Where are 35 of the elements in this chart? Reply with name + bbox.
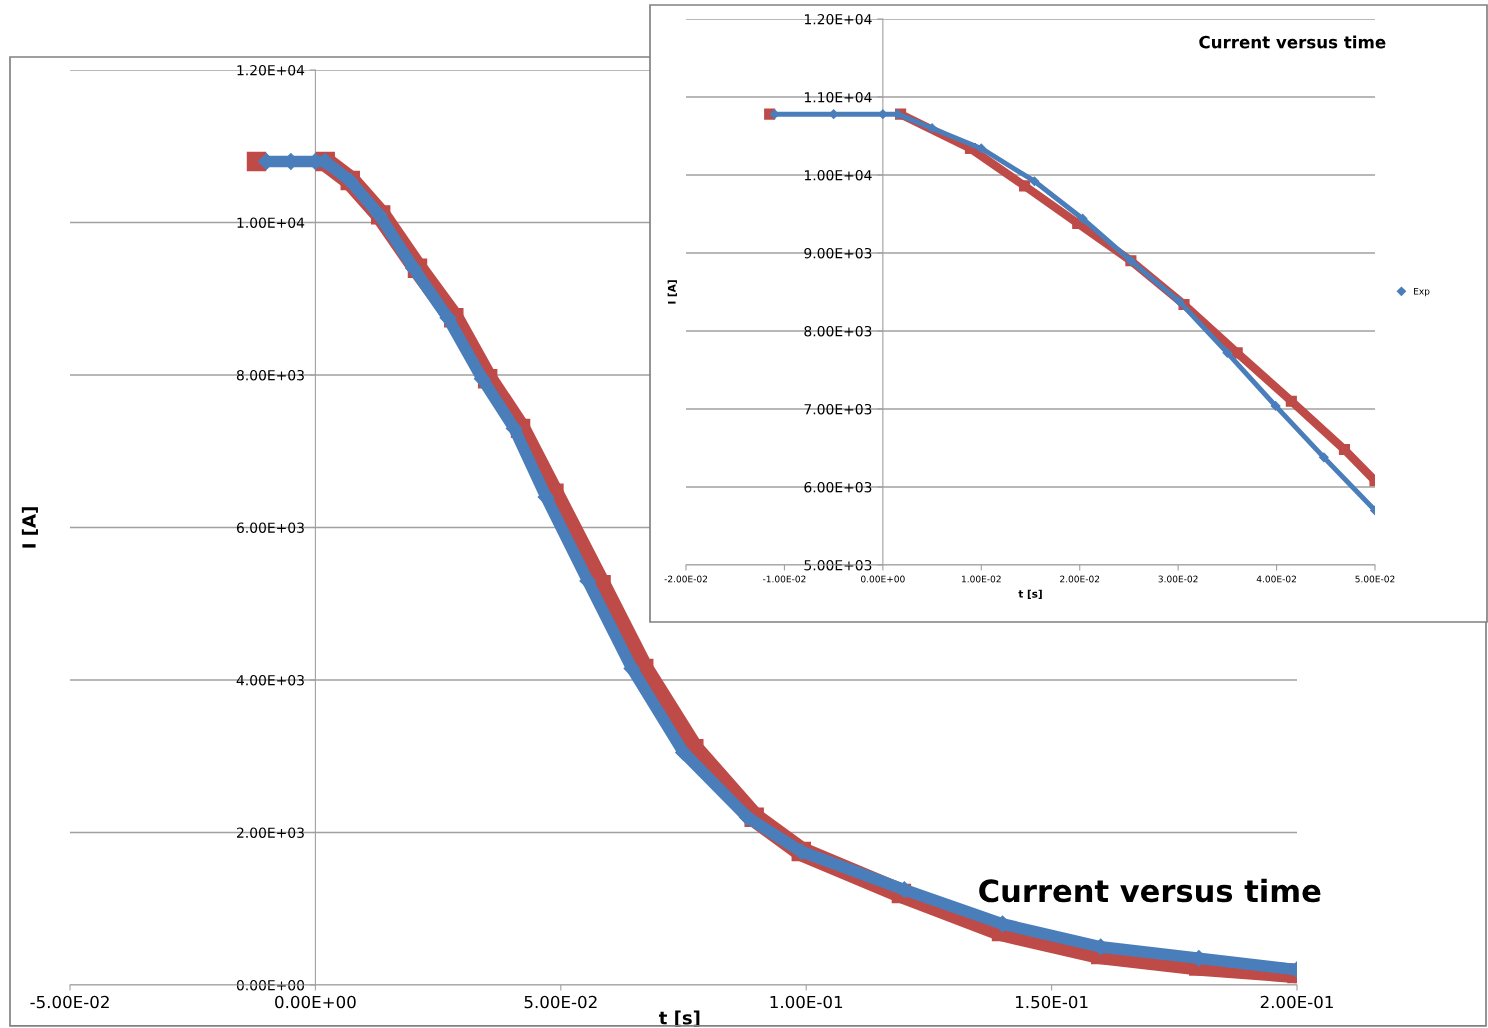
y-tick-label: 5.00E+03: [804, 559, 872, 571]
x-tick-label: 2.00E-02: [1060, 575, 1100, 583]
x-tick-label: -2.00E-02: [664, 575, 707, 583]
y-axis-title: I [A]: [21, 507, 38, 548]
y-tick-label: 9.00E+03: [804, 247, 872, 259]
x-tick-label: 5.00E-02: [524, 995, 597, 1009]
y-tick-label: 1.00E+04: [237, 217, 305, 228]
y-tick-label: 8.00E+03: [236, 369, 304, 381]
x-tick-label: 5.00E-02: [1355, 575, 1395, 583]
y-tick-label: 1.20E+04: [804, 13, 872, 25]
x-tick-label: 2.00E-01: [1260, 995, 1333, 1009]
y-tick-label: 8.00E+03: [804, 325, 872, 337]
x-tick-label: 0.00E+00: [861, 575, 905, 583]
legend-label: Exp: [1414, 287, 1430, 297]
text: Current versus time: [979, 878, 1321, 903]
x-tick-label: 4.00E-02: [1256, 575, 1296, 583]
y-axis-title: I [A]: [667, 280, 677, 304]
x-axis-title: t [s]: [1018, 589, 1042, 599]
y-tick-label: 1.10E+04: [804, 91, 872, 103]
x-tick-label: 1.00E-02: [962, 575, 1001, 583]
y-tick-label: 2.00E+03: [236, 827, 304, 838]
x-tick-label: 3.00E-02: [1158, 575, 1198, 583]
y-tick-label: 0.00E+00: [236, 979, 305, 991]
x-tick-label: -1.00E-02: [762, 575, 806, 583]
y-tick-label: 6.00E+03: [804, 481, 872, 493]
y-tick-label: 6.00E+03: [236, 522, 304, 533]
x-tick-label: 1.50E-01: [1016, 995, 1088, 1009]
x-tick-label: 0.00E+00: [275, 995, 356, 1009]
text: Current versus time: [1199, 35, 1386, 49]
y-tick-label: 7.00E+03: [804, 403, 872, 415]
y-tick-label: 1.00E+04: [804, 169, 872, 181]
y-tick-label: 1.20E+04: [237, 64, 305, 76]
x-tick-label: -5.00E-02: [30, 995, 109, 1009]
y-tick-label: 4.00E+03: [236, 674, 304, 686]
x-tick-label: 1.00E-01: [770, 995, 843, 1009]
